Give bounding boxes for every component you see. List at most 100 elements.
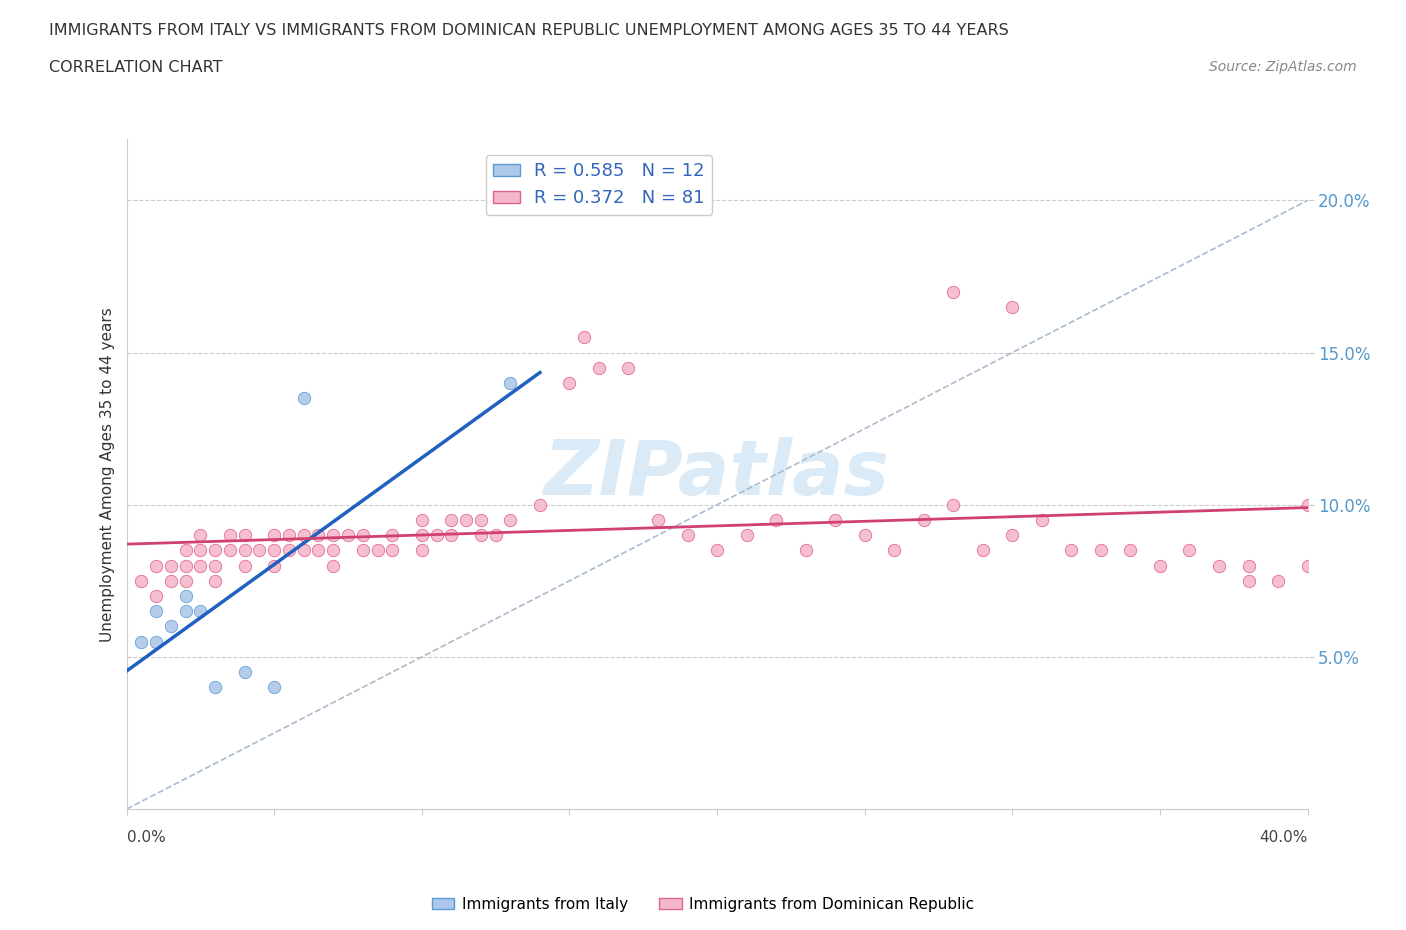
Point [440, 527, 463, 542]
Point [588, 360, 610, 375]
Point [381, 527, 404, 542]
Legend: R = 0.585   N = 12, R = 0.372   N = 81: R = 0.585 N = 12, R = 0.372 N = 81 [485, 155, 713, 215]
Point [1237, 558, 1260, 573]
Point [617, 360, 640, 375]
Y-axis label: Unemployment Among Ages 35 to 44 years: Unemployment Among Ages 35 to 44 years [100, 307, 115, 642]
Point [824, 512, 846, 527]
Point [278, 543, 301, 558]
Point [307, 527, 329, 542]
Point [145, 589, 167, 604]
Point [425, 527, 447, 542]
Point [942, 285, 965, 299]
Point [292, 527, 315, 542]
Point [145, 634, 167, 649]
Text: IMMIGRANTS FROM ITALY VS IMMIGRANTS FROM DOMINICAN REPUBLIC UNEMPLOYMENT AMONG A: IMMIGRANTS FROM ITALY VS IMMIGRANTS FROM… [49, 23, 1010, 38]
Point [263, 527, 285, 542]
Point [794, 543, 817, 558]
Point [470, 527, 492, 542]
Point [529, 498, 551, 512]
Point [1267, 574, 1289, 589]
Point [233, 543, 256, 558]
Point [129, 574, 153, 589]
Point [145, 604, 167, 618]
Point [204, 574, 226, 589]
Point [381, 543, 404, 558]
Point [765, 512, 787, 527]
Point [574, 330, 596, 345]
Point [322, 543, 344, 558]
Point [484, 527, 508, 542]
Point [174, 574, 197, 589]
Point [1090, 543, 1112, 558]
Point [263, 558, 285, 573]
Legend: Immigrants from Italy, Immigrants from Dominican Republic: Immigrants from Italy, Immigrants from D… [426, 891, 980, 918]
Point [1119, 543, 1142, 558]
Point [470, 512, 492, 527]
Point [204, 558, 226, 573]
Point [1237, 574, 1260, 589]
Point [647, 512, 669, 527]
Point [233, 558, 256, 573]
Point [159, 574, 183, 589]
Point [188, 527, 211, 542]
Point [292, 391, 315, 405]
Point [159, 619, 183, 634]
Point [263, 543, 285, 558]
Text: ZIPatlas: ZIPatlas [544, 437, 890, 512]
Point [337, 527, 360, 542]
Point [247, 543, 270, 558]
Point [1060, 543, 1083, 558]
Point [174, 604, 197, 618]
Point [322, 558, 344, 573]
Point [1296, 558, 1319, 573]
Point [499, 512, 522, 527]
Point [1001, 527, 1024, 542]
Point [942, 498, 965, 512]
Point [1178, 543, 1201, 558]
Point [174, 558, 197, 573]
Point [204, 680, 226, 695]
Point [1031, 512, 1053, 527]
Point [411, 543, 433, 558]
Point [307, 543, 329, 558]
Point [159, 558, 183, 573]
Point [174, 543, 197, 558]
Point [219, 543, 242, 558]
Point [322, 527, 344, 542]
Point [411, 512, 433, 527]
Point [1001, 299, 1024, 314]
Point [188, 543, 211, 558]
Point [853, 527, 876, 542]
Point [233, 665, 256, 680]
Point [188, 558, 211, 573]
Point [263, 680, 285, 695]
Point [219, 527, 242, 542]
Point [1208, 558, 1230, 573]
Point [454, 512, 477, 527]
Point [411, 527, 433, 542]
Point [145, 558, 167, 573]
Point [558, 376, 581, 391]
Text: CORRELATION CHART: CORRELATION CHART [49, 60, 222, 75]
Point [129, 634, 153, 649]
Point [188, 604, 211, 618]
Point [735, 527, 758, 542]
Point [174, 589, 197, 604]
Point [706, 543, 728, 558]
Point [292, 543, 315, 558]
Point [233, 527, 256, 542]
Point [440, 512, 463, 527]
Point [204, 543, 226, 558]
Point [352, 543, 374, 558]
Point [499, 376, 522, 391]
Point [676, 527, 699, 542]
Point [883, 543, 905, 558]
Text: Source: ZipAtlas.com: Source: ZipAtlas.com [1209, 60, 1357, 74]
Point [366, 543, 388, 558]
Point [912, 512, 935, 527]
Point [972, 543, 994, 558]
Text: 0.0%: 0.0% [127, 830, 166, 844]
Point [1296, 498, 1319, 512]
Point [1149, 558, 1171, 573]
Point [352, 527, 374, 542]
